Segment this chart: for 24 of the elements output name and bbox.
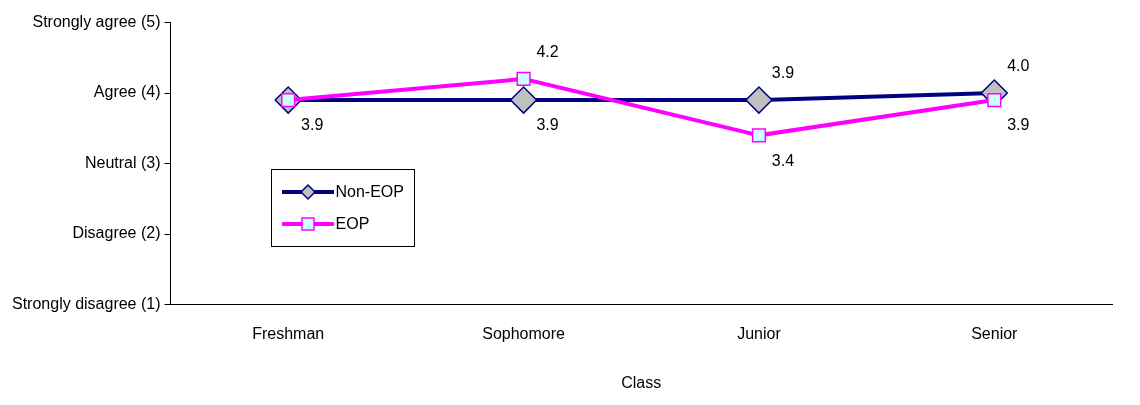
x-tick-label: Senior xyxy=(971,324,1019,342)
point xyxy=(509,86,538,114)
data-label: 3.9 xyxy=(536,116,559,134)
point xyxy=(516,71,531,87)
data-label: 3.9 xyxy=(771,64,795,82)
x-tick-label: Junior xyxy=(737,324,782,342)
y-tick-label: Agree (4) xyxy=(93,83,161,101)
legend-label: Non-EOP xyxy=(335,183,404,202)
y-tick-label: Neutral (3) xyxy=(84,153,161,171)
data-label: 3.9 xyxy=(301,116,324,134)
data-label: 3.4 xyxy=(771,151,795,169)
point xyxy=(745,86,773,114)
data-label: 4.2 xyxy=(536,43,559,61)
y-tick-label: Strongly disagree (1) xyxy=(12,295,161,313)
point xyxy=(987,92,1002,108)
data-label: 4.0 xyxy=(1007,57,1030,75)
y-tick-label: Strongly agree (5) xyxy=(32,12,161,30)
y-tick-label: Disagree (2) xyxy=(72,224,161,242)
legend-label: EOP xyxy=(335,215,370,234)
data-label: 3.9 xyxy=(1007,116,1030,134)
x-axis-title: Class xyxy=(621,373,662,391)
x-tick-label: Sophomore xyxy=(482,324,566,342)
x-tick-label: Freshman xyxy=(252,324,325,342)
point xyxy=(751,128,767,143)
